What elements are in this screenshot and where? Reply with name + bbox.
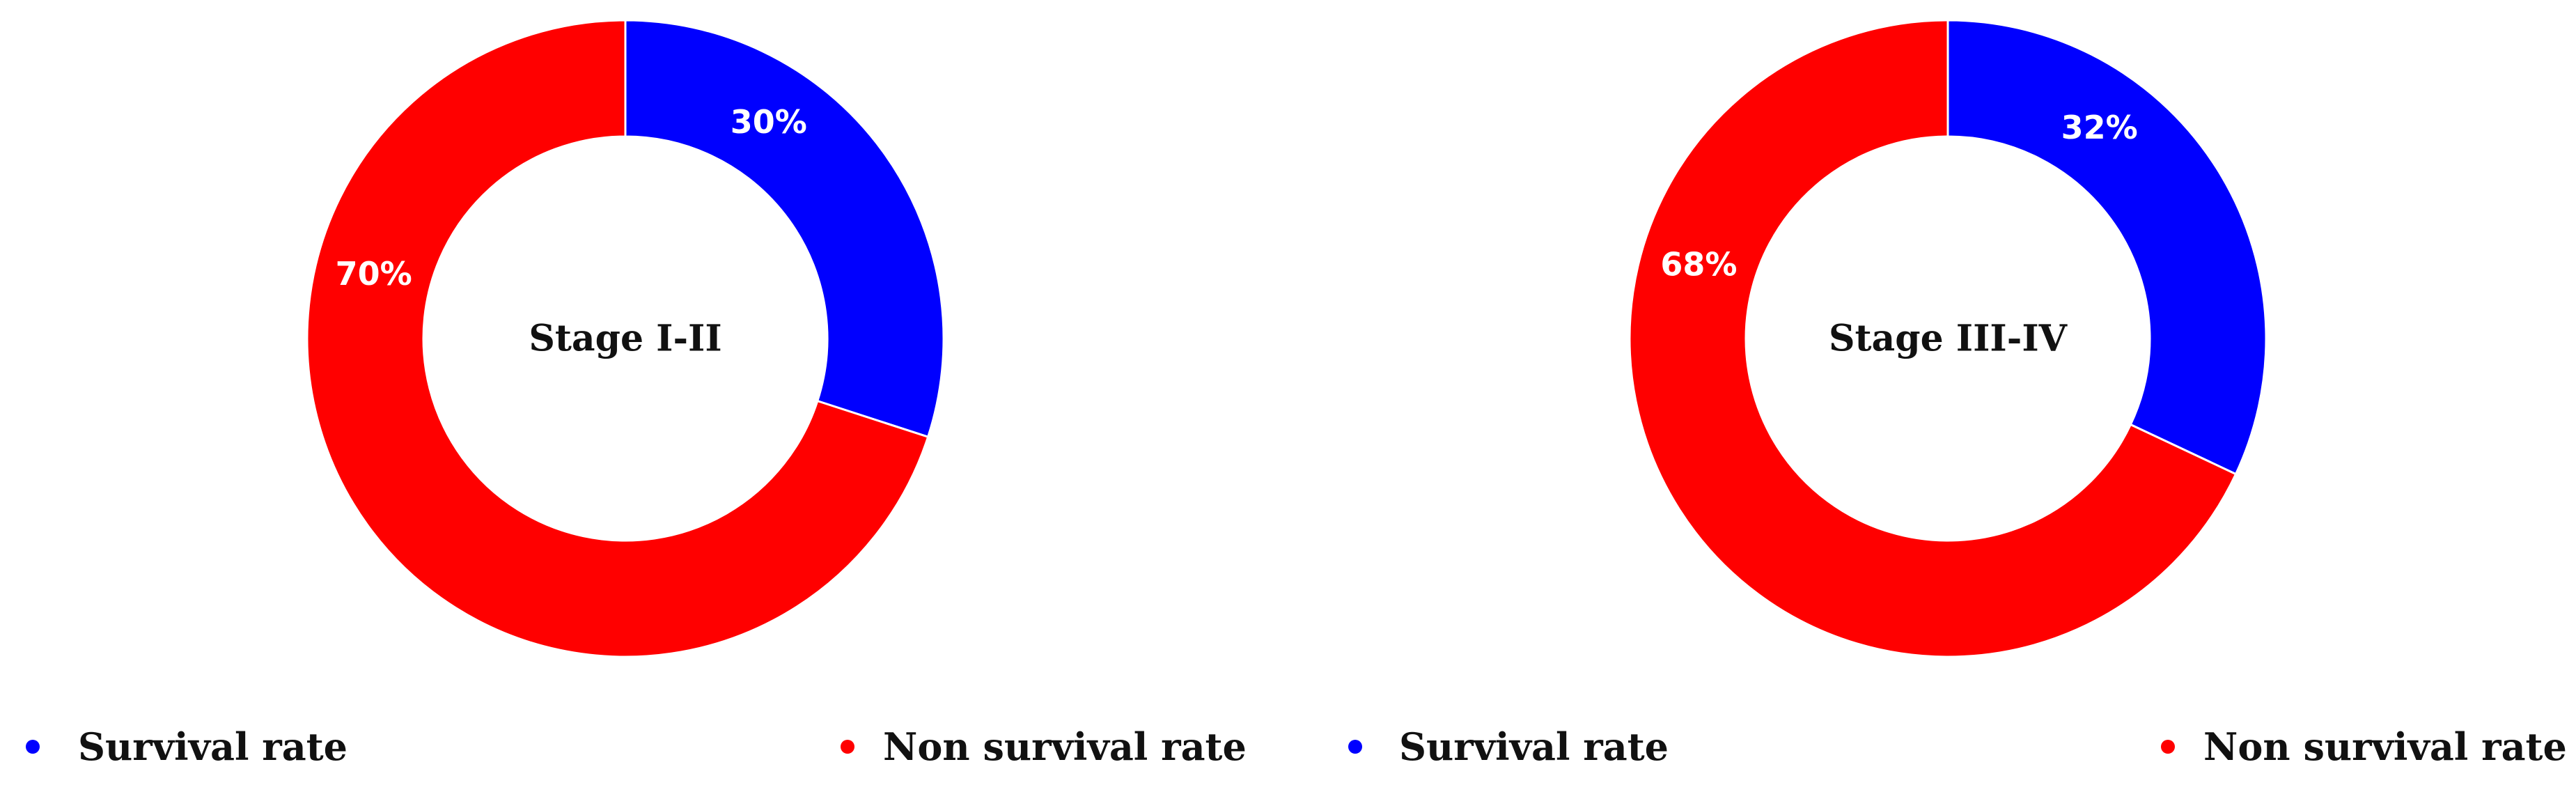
donut-slice-survival-rate	[624, 19, 945, 439]
stage-1-2-donut-chart: Stage I-II 30% 70%	[306, 19, 945, 658]
slice-labels: 30% 70%	[336, 103, 807, 293]
legend-marker-non-survival	[841, 740, 854, 754]
slice-value-label-survival-rate: 30%	[731, 103, 807, 141]
slice-value-label-non-survival-rate: 68%	[1660, 246, 1737, 284]
stage-1-2-legend: Survival rate Non survival rate	[26, 724, 1247, 769]
stage-3-4-donut-chart: Stage III-IV 32% 68%	[1628, 19, 2267, 658]
donut-slices	[1628, 19, 2267, 658]
donut-slices	[306, 19, 945, 658]
center-label: Stage I-II	[529, 318, 721, 360]
legend-label-survival: Survival rate	[78, 724, 348, 769]
slice-value-label-non-survival-rate: 70%	[336, 255, 412, 293]
legend-marker-survival	[26, 740, 40, 754]
legend-label-non-survival: Non survival rate	[883, 724, 1247, 769]
legend-marker-survival	[1348, 740, 1362, 754]
legend-label-non-survival: Non survival rate	[2203, 724, 2567, 769]
slice-value-label-survival-rate: 32%	[2061, 109, 2138, 146]
donut-slice-non-survival-rate	[1628, 19, 2238, 658]
donut-slice-survival-rate	[1946, 19, 2267, 476]
legend-marker-non-survival	[2161, 740, 2175, 754]
donut-slice-non-survival-rate	[306, 19, 930, 658]
legend-label-survival: Survival rate	[1399, 724, 1669, 769]
center-label: Stage III-IV	[1829, 318, 2068, 360]
stage-3-4-legend: Survival rate Non survival rate	[1348, 724, 2567, 769]
slice-labels: 32% 68%	[1660, 109, 2137, 284]
